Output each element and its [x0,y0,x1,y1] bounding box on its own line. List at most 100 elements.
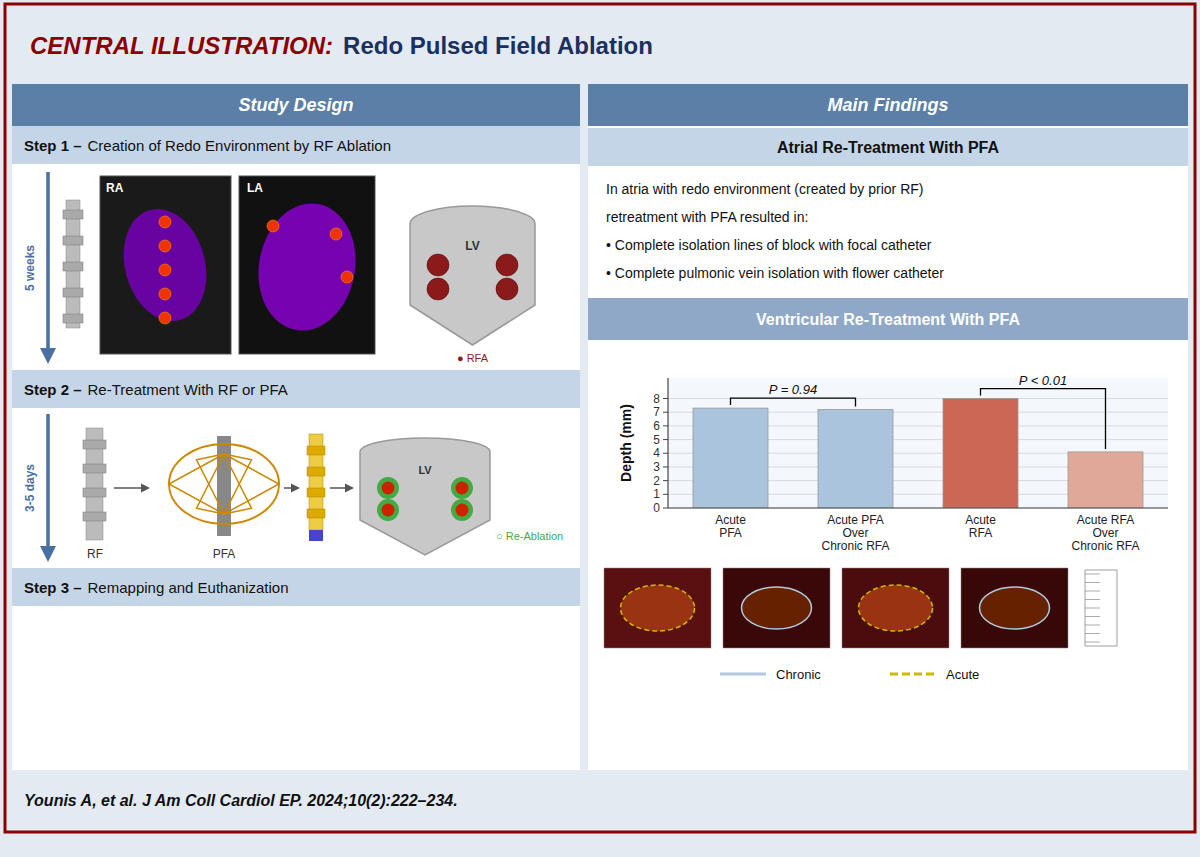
significance-bracket: P = 0.94 [731,382,856,406]
step1-header: Step 1 –Creation of Redo Environment by … [24,137,391,154]
x-tick-label: AcuteRFA [965,513,996,540]
p-value: P < 0.01 [1019,373,1067,388]
re-ablation-core [456,504,469,517]
legend: ChronicAcute [720,667,979,682]
x-tick-label-line: Acute [965,513,996,527]
x-tick-label: Acute RFAOverChronic RFA [1071,513,1139,553]
ra-lesion [159,288,171,300]
catheter-electrode [63,210,83,219]
y-tick [663,480,668,481]
focal-electrode [307,488,325,497]
rf-electrode [83,464,106,473]
significance-bracket: P < 0.01 [981,373,1106,449]
la-lesion [267,220,279,232]
y-tick [663,398,668,399]
ra-lesion [159,216,171,228]
pfa-label: PFA [213,547,236,561]
atrial-header: Atrial Re-Treatment With PFA [777,139,1000,156]
x-tick-label-line: Acute [715,513,746,527]
ruler [1085,570,1117,646]
ra-lesion [159,240,171,252]
catheter-electrode [63,262,83,271]
background [0,0,1200,857]
p-value: P = 0.94 [769,382,817,397]
bar [693,408,768,508]
ruler-tick [1085,582,1100,583]
study-header-bg [12,84,580,126]
rf-arrow-shaft [114,487,141,489]
citation: Younis A, et al. J Am Coll Cardiol EP. 2… [24,792,458,809]
rf-arrow [114,484,150,493]
ra-chamber [112,200,219,331]
rfa-lesion [427,278,449,300]
ruler-tick [1085,591,1100,592]
x-tick-label-line: Chronic RFA [1071,539,1139,553]
step1-header-label: Step 1 – [24,137,82,154]
focal-arrow [330,484,354,493]
bar-chart: 012345678Depth (mm)AcutePFAAcute PFAOver… [618,373,1168,553]
step2-header-bg [12,370,580,408]
legend-acute-line [890,673,936,676]
y-tick-label: 5 [653,433,660,447]
title: CENTRAL ILLUSTRATION:Redo Pulsed Field A… [30,32,653,59]
ruler-tick [1085,608,1100,609]
step3-header-bg [12,568,580,606]
rfa-lesion [496,278,518,300]
la-chamber [249,196,366,339]
legend-chronic-line [720,673,766,676]
bar [943,399,1018,508]
lesion-photo [604,568,711,648]
ra-lesion [159,312,171,324]
ventricular-header-bg [588,298,1188,340]
ra-lesion [159,264,171,276]
la-map [239,176,375,354]
y-tick-label: 6 [653,419,660,433]
atrial-text: • Complete pulmonic vein isolation with … [606,265,944,281]
rfa-lesion [496,254,518,276]
findings-header-bg [588,84,1188,126]
re-ablation-ring [377,477,399,499]
bracket-line [731,398,856,406]
la-lesion [330,228,342,240]
lesion-photo [842,568,949,648]
step2-header-text: Re-Treatment With RF or PFA [88,381,288,398]
step1-arrow-shaft [46,172,50,348]
pfa-spline [224,454,252,514]
x-tick-label: Acute PFAOverChronic RFA [821,513,889,553]
step2-arrow-shaft [46,414,50,546]
y-tick-label: 0 [653,501,660,515]
focal-electrode [307,467,325,476]
y-tick [663,425,668,426]
focal-arrow-shaft [330,487,345,489]
atrial-text: • Complete isolation lines of block with… [606,237,932,253]
rfa-key: ● RFA [457,352,489,364]
y-tick [663,508,668,509]
ruler-tick [1085,642,1100,643]
re-ablation-ring [451,499,473,521]
lesion-photo [723,568,830,648]
ruler-tick [1085,625,1100,626]
catheter-electrode [63,314,83,323]
rfa-lesion [427,254,449,276]
rf-electrode [83,488,106,497]
x-axis-line [668,507,1168,508]
pfa-spline [197,454,225,514]
y-tick-label: 1 [653,487,660,501]
chronic-lesion-outline [980,587,1050,629]
chronic-lesion-outline [742,587,812,629]
y-tick-label: 8 [653,392,660,406]
focal-electrode [307,509,325,518]
pfa-arrow [284,484,300,493]
rf-arrow-head [141,484,150,493]
rf-label: RF [87,547,103,561]
left-panel [12,84,580,770]
re-ablation-key: ○ Re-Ablation [496,530,563,542]
rf-electrode [83,512,106,521]
re-ablation-core [382,504,395,517]
re-ablation-core [382,482,395,495]
acute-lesion-outline [859,585,933,631]
la-label: LA [247,181,263,195]
x-tick-label-line: Over [842,526,868,540]
x-tick-label-line: Over [1092,526,1118,540]
y-axis-line [667,378,668,508]
